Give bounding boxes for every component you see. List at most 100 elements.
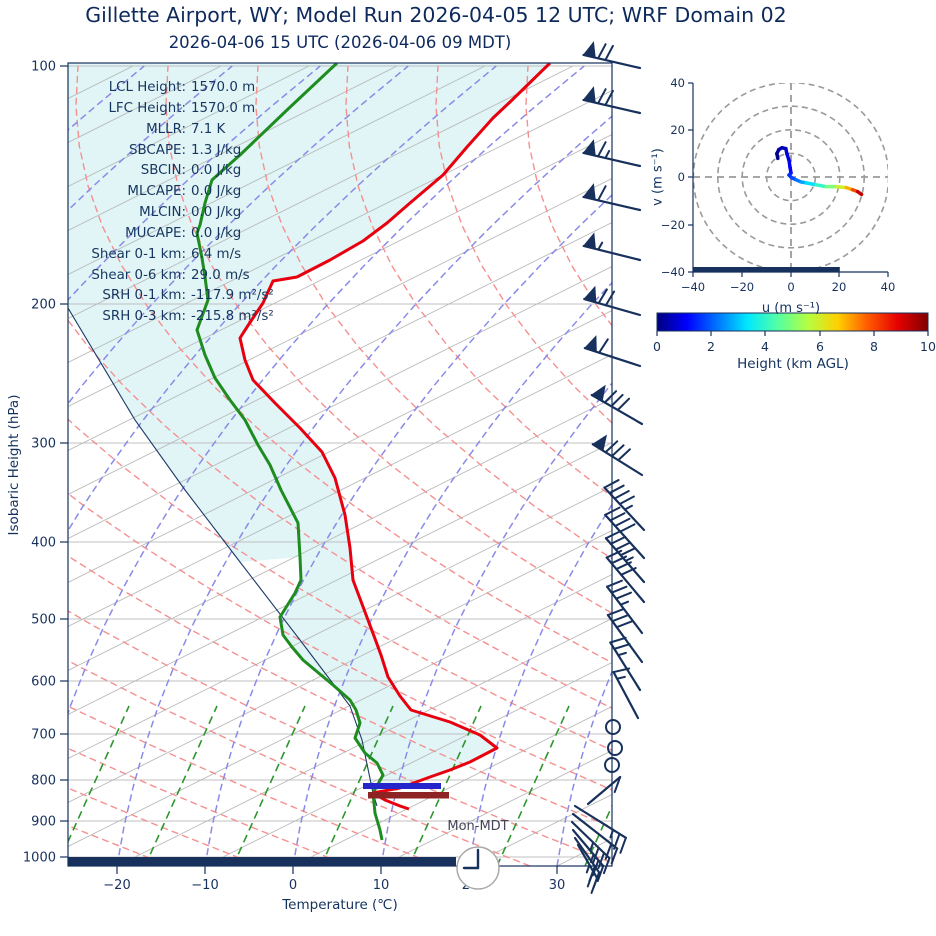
hodograph-v-tick-label: 20 — [670, 123, 685, 137]
hodograph-v-tick-label: −20 — [661, 218, 685, 232]
temperature-tick-label: 0 — [289, 878, 297, 893]
stat-label: MUCAPE: — [125, 225, 186, 241]
colorbar-tick-label: 2 — [707, 339, 715, 354]
sounding-stats-panel: LCL Height: 1570.0 m LFC Height: 1570.0 m ML… — [60, 78, 274, 328]
stat-label: SRH 0-1 km: — [102, 288, 186, 304]
wind-barb — [612, 667, 640, 720]
stat-row: MLCAPE: 0.0 J/kg — [60, 182, 274, 203]
pressure-axis-label: Isobaric Height (hPa) — [6, 394, 22, 536]
stat-value: 1570.0 m — [191, 80, 256, 95]
stat-label: LCL Height: — [108, 80, 186, 95]
stat-label: MLLR: — [146, 121, 186, 137]
moist-region-shading — [68, 63, 550, 793]
colorbar-gradient — [656, 312, 929, 332]
calm-wind-circle — [604, 757, 620, 773]
stat-row: SRH 0-1 km: -117.9 m²/s² — [60, 286, 274, 307]
clock-icon — [456, 846, 500, 890]
temperature-tick-label: 10 — [373, 878, 390, 893]
colorbar-tick-label: 10 — [920, 339, 936, 354]
pressure-tick-label: 900 — [31, 815, 56, 830]
wind-barb — [603, 479, 646, 532]
stat-value: 0.0 J/kg — [191, 225, 242, 241]
hodograph-u-axis-label: u (m s⁻¹) — [761, 301, 821, 316]
local-time-clock-label: Mon-MDT — [447, 819, 509, 834]
hodograph-v-tick-label: −40 — [661, 265, 685, 279]
colorbar-tick-label: 4 — [761, 339, 769, 354]
stat-value: 6.4 m/s — [191, 246, 242, 262]
wind-barb — [576, 843, 599, 894]
stat-row: SRH 0-3 km: -215.8 m²/s² — [60, 307, 274, 328]
colorbar-label: Height (km AGL) — [737, 356, 849, 372]
hodograph-v-axis-label: v (m s⁻¹) — [650, 148, 666, 206]
colorbar-tick-label: 0 — [653, 339, 661, 354]
hodograph: −40 −20 0 20 40 40 20 0 −20 −40 — [661, 76, 896, 294]
hodograph-u-tick-label: 20 — [832, 280, 847, 294]
stat-label: LFC Height: — [108, 100, 186, 116]
hodograph-v-tick-label: 40 — [670, 76, 685, 90]
wind-barb — [605, 579, 644, 635]
stat-value: 29.0 m/s — [191, 267, 250, 283]
calm-wind-circle — [605, 719, 621, 735]
stat-value: 0.0 J/kg — [191, 163, 242, 179]
pressure-tick-label: 800 — [31, 774, 56, 789]
hodograph-u-tick-label: 0 — [787, 280, 794, 294]
wind-barb — [582, 86, 642, 115]
pressure-tick-label: 400 — [31, 536, 56, 551]
stat-label: MLCIN: — [139, 205, 186, 221]
hodograph-wind-trace — [775, 145, 864, 197]
stat-row: MLCIN: 0.0 J/kg — [60, 203, 274, 224]
height-colorbar: 0 2 4 6 8 10 — [653, 312, 936, 354]
hodograph-ground-bar — [693, 267, 840, 272]
temperature-tick-label: −20 — [103, 878, 130, 893]
skewt-plot: 100 200 300 400 500 600 700 800 900 1000 −20 −10 0 10… — [23, 41, 646, 894]
hodograph-u-tick-label: −40 — [681, 280, 705, 294]
pressure-tick-label: 600 — [31, 675, 56, 690]
dry-adiabat-lines — [68, 65, 612, 866]
stat-value: 1570.0 m — [191, 100, 256, 116]
ground-bar — [68, 857, 456, 866]
hodograph-u-tick-label: 40 — [881, 280, 896, 294]
stat-value: 0.0 J/kg — [191, 205, 242, 221]
pressure-tick-label: 100 — [31, 60, 56, 75]
wind-barb — [573, 804, 627, 854]
stat-row: LFC Height: 1570.0 m — [60, 99, 274, 120]
lcl-level-bar — [363, 783, 441, 789]
pressure-tick-label: 700 — [31, 728, 56, 743]
wind-barb — [586, 775, 622, 806]
temperature-axis-label: Temperature (℃) — [282, 897, 398, 913]
stat-value: -117.9 m²/s² — [191, 288, 274, 304]
stat-label: SBCIN: — [140, 163, 186, 179]
stat-label: Shear 0-6 km: — [91, 267, 186, 283]
wind-barb — [582, 139, 642, 168]
stat-row: MLLR: 7.1 K — [60, 120, 274, 141]
wind-barb — [583, 335, 642, 368]
stat-value: 0.0 J/kg — [191, 184, 242, 200]
wind-barb — [582, 232, 642, 262]
wind-barb — [604, 530, 646, 584]
stat-row: SBCIN: 0.0 J/kg — [60, 161, 274, 182]
wind-barb — [570, 820, 611, 875]
stat-value: -215.8 m²/s² — [191, 309, 274, 325]
skewt-frame — [67, 62, 613, 867]
wind-barb — [609, 636, 642, 692]
stat-value: 1.3 J/kg — [191, 142, 242, 158]
colorbar-tick-label: 6 — [816, 339, 824, 354]
stat-label: Shear 0-1 km: — [91, 246, 186, 262]
surface-level-bar — [368, 792, 449, 799]
temperature-curve — [238, 63, 552, 811]
hodograph-u-tick-label: −20 — [730, 280, 754, 294]
stat-label: SRH 0-3 km: — [102, 309, 186, 325]
stat-row: SBCAPE: 1.3 J/kg — [60, 141, 274, 162]
moist-adiabat-lines — [68, 65, 612, 866]
wind-barb — [604, 506, 646, 560]
colorbar-tick-label: 8 — [870, 339, 878, 354]
stat-value: 7.1 K — [191, 121, 226, 137]
hodograph-v-tick-label: 0 — [678, 170, 685, 184]
calm-wind-circle — [607, 740, 623, 756]
wind-barb — [590, 384, 644, 426]
wind-barb — [591, 434, 644, 477]
temperature-tick-label: −10 — [191, 878, 218, 893]
stat-label: SBCAPE: — [128, 142, 186, 158]
